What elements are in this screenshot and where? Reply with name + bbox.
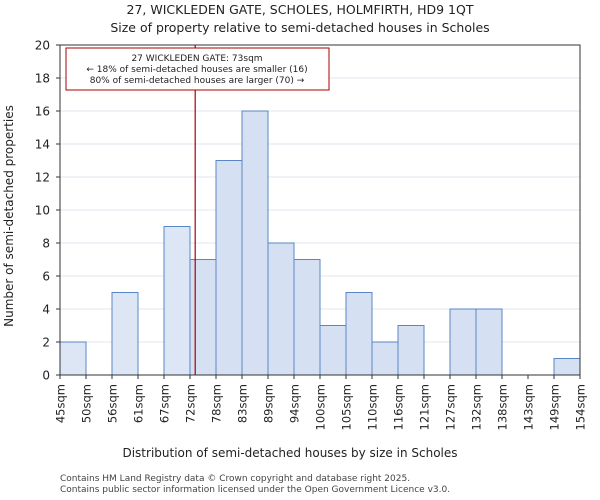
y-tick-label-9: 18 bbox=[35, 72, 50, 86]
bar-132sqm bbox=[475, 308, 503, 376]
x-axis-label: Distribution of semi-detached houses by … bbox=[122, 446, 457, 460]
y-axis-ticks: 0 2 4 6 8 10 12 14 16 18 20 bbox=[35, 39, 60, 383]
x-tick-label-138sqm: 138sqm bbox=[496, 384, 510, 430]
x-tick-label-149sqm: 149sqm bbox=[548, 384, 562, 430]
x-tick-label-50sqm: 50sqm bbox=[80, 384, 94, 423]
bar-116sqm bbox=[397, 325, 425, 376]
y-tick-label-10: 20 bbox=[35, 39, 50, 53]
y-tick-label-7: 14 bbox=[35, 138, 50, 152]
x-tick-label-105sqm: 105sqm bbox=[340, 384, 354, 430]
bar-127sqm bbox=[449, 308, 477, 376]
annotation-line-2: ← 18% of semi-detached houses are smalle… bbox=[86, 65, 307, 75]
y-axis-label: Number of semi-detached properties bbox=[2, 105, 16, 327]
bar-105sqm bbox=[345, 292, 373, 376]
y-tick-label-2: 4 bbox=[42, 303, 50, 317]
bar-83sqm bbox=[241, 110, 269, 376]
x-axis-ticks: 45sqm 50sqm 56sqm 61sqm 67sqm 72sqm 78sqm 83sqm… bbox=[54, 375, 588, 430]
x-tick-label-132sqm: 132sqm bbox=[470, 384, 484, 430]
bar-89sqm bbox=[267, 242, 295, 376]
bar-72sqm bbox=[189, 259, 217, 376]
x-tick-label-116sqm: 116sqm bbox=[392, 384, 406, 430]
x-tick-label-89sqm: 89sqm bbox=[262, 384, 276, 423]
y-tick-label-6: 12 bbox=[35, 171, 50, 185]
bar-149sqm bbox=[553, 358, 581, 376]
y-tick-label-4: 8 bbox=[42, 237, 50, 251]
x-tick-label-94sqm: 94sqm bbox=[288, 384, 302, 423]
chart-subtitle: Size of property relative to semi-detach… bbox=[110, 20, 489, 35]
bars bbox=[59, 110, 581, 376]
bar-110sqm bbox=[371, 341, 399, 376]
x-tick-label-154sqm: 154sqm bbox=[574, 384, 588, 430]
bar-94sqm bbox=[293, 259, 321, 376]
x-tick-label-121sqm: 121sqm bbox=[418, 384, 432, 430]
x-tick-label-72sqm: 72sqm bbox=[184, 384, 198, 423]
x-tick-label-45sqm: 45sqm bbox=[54, 384, 68, 423]
y-tick-label-0: 0 bbox=[42, 369, 50, 383]
bar-78sqm bbox=[215, 160, 243, 376]
x-tick-label-143sqm: 143sqm bbox=[522, 384, 536, 430]
y-tick-label-5: 10 bbox=[35, 204, 50, 218]
y-tick-label-8: 16 bbox=[35, 105, 50, 119]
y-tick-label-3: 6 bbox=[42, 270, 50, 284]
x-tick-label-56sqm: 56sqm bbox=[106, 384, 120, 423]
chart-title: 27, WICKLEDEN GATE, SCHOLES, HOLMFIRTH, … bbox=[127, 2, 474, 17]
x-tick-label-127sqm: 127sqm bbox=[444, 384, 458, 430]
x-tick-label-78sqm: 78sqm bbox=[210, 384, 224, 423]
bar-100sqm bbox=[319, 325, 347, 376]
bar-45sqm bbox=[59, 341, 87, 376]
annotation-line-3: 80% of semi-detached houses are larger (… bbox=[90, 76, 305, 86]
y-tick-label-1: 2 bbox=[42, 336, 50, 350]
footer-line-2: Contains public sector information licen… bbox=[60, 485, 450, 495]
x-tick-label-100sqm: 100sqm bbox=[314, 384, 328, 430]
footer-line-1: Contains HM Land Registry data © Crown c… bbox=[60, 474, 410, 484]
annotation-box: 27 WICKLEDEN GATE: 73sqm ← 18% of semi-d… bbox=[65, 47, 330, 91]
annotation-line-1: 27 WICKLEDEN GATE: 73sqm bbox=[131, 54, 262, 64]
x-tick-label-110sqm: 110sqm bbox=[366, 384, 380, 430]
x-tick-label-83sqm: 83sqm bbox=[236, 384, 250, 423]
annotation-border bbox=[65, 47, 330, 91]
bar-67sqm bbox=[163, 226, 191, 376]
bar-56sqm bbox=[111, 292, 139, 376]
x-tick-label-67sqm: 67sqm bbox=[158, 384, 172, 423]
x-tick-label-61sqm: 61sqm bbox=[132, 384, 146, 423]
